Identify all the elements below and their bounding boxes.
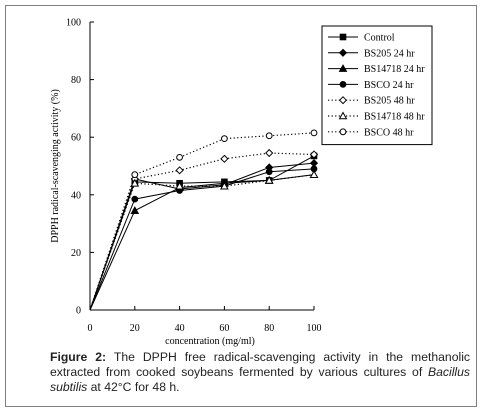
y-axis-title: DPPH radical-scavenging activity (%)	[50, 89, 61, 243]
x-axis-title: concentration (mg/ml)	[165, 336, 255, 347]
chart-axes: 0 20 40 60 80 100 0 20 40 60 80 100 concentration (m…	[50, 18, 322, 348]
y-tick-label: 20	[71, 248, 81, 259]
data-point-series-5	[265, 148, 274, 158]
legend-label: BSCO 48 hr	[364, 127, 414, 138]
x-tick-label: 0	[88, 323, 93, 334]
data-point-series-4	[131, 195, 139, 203]
legend-label: BS14718 24 hr	[364, 64, 425, 75]
legend-swatch-marker	[339, 81, 347, 88]
y-tick-label: 0	[76, 306, 81, 317]
data-point-series-5	[175, 166, 184, 175]
data-point-series-7	[176, 153, 184, 161]
caption-species: Bacillus subtilis	[50, 365, 470, 394]
data-point-series-5	[309, 150, 319, 159]
series-line-5	[89, 152, 315, 311]
figure-caption: Figure 2: The DPPH free radical-scavengi…	[50, 350, 470, 395]
series-line-3	[89, 174, 315, 311]
series-line-1	[89, 155, 315, 311]
x-tick-label: 40	[175, 323, 185, 334]
series-line-6	[89, 174, 315, 311]
legend-label: BS14718 48 hr	[364, 112, 425, 123]
y-tick-label: 60	[71, 133, 81, 144]
data-point-series-7	[310, 129, 318, 137]
legend-swatch-marker	[339, 33, 347, 41]
y-tick-label: 100	[66, 18, 81, 29]
caption-tail: at 42°C for 48 h.	[87, 380, 180, 394]
legend-label: Control	[364, 33, 395, 44]
x-tick-label: 100	[307, 323, 322, 334]
legend-swatch-marker	[338, 96, 348, 105]
data-point-series-6	[264, 175, 274, 184]
data-point-series-6	[175, 181, 184, 190]
x-tick-label: 80	[264, 323, 274, 334]
data-point-series-6	[309, 170, 319, 178]
y-tick-label: 80	[71, 75, 81, 86]
legend-swatch-marker	[339, 128, 347, 136]
legend-label: BSCO 24 hr	[364, 80, 414, 91]
caption-lead: Figure 2:	[50, 350, 107, 364]
x-tick-label: 20	[130, 323, 140, 334]
legend-swatch-marker	[338, 111, 348, 120]
legend-swatch-marker	[338, 64, 348, 72]
data-point-series-7	[131, 171, 139, 179]
y-tick-label: 40	[71, 190, 81, 201]
legend-label: BS205 24 hr	[364, 48, 415, 59]
x-tick-label: 60	[219, 323, 229, 334]
legend-swatch-marker	[338, 48, 348, 57]
chart-series-lines	[89, 132, 315, 311]
series-line-7	[89, 132, 315, 311]
data-point-series-4	[265, 168, 273, 176]
chart-legend: Control BS205 24 hr BS14718 24 hr BSCO 24 h…	[321, 25, 433, 146]
series-line-4	[89, 168, 315, 311]
dpph-line-chart: 0 20 40 60 80 100 0 20 40 60 80 100 concentration (m…	[50, 18, 433, 348]
data-point-series-6	[220, 181, 229, 190]
data-point-series-7	[221, 135, 228, 143]
data-point-series-7	[265, 132, 273, 140]
data-point-series-3	[130, 206, 140, 214]
chart-series-markers	[130, 129, 319, 214]
legend-label: BS205 48 hr	[364, 96, 415, 107]
data-point-series-6	[130, 178, 140, 187]
data-point-series-5	[220, 154, 229, 163]
caption-text: The DPPH free radical-scavenging activit…	[50, 350, 470, 379]
